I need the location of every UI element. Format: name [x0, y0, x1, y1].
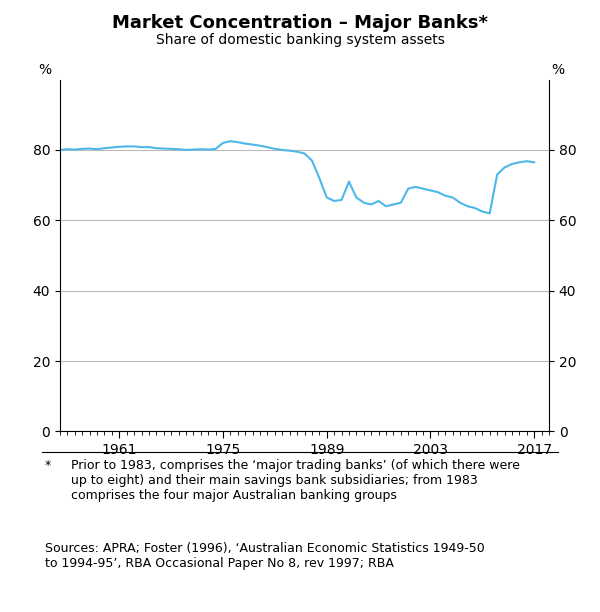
Text: Prior to 1983, comprises the ‘major trading banks’ (of which there were
up to ei: Prior to 1983, comprises the ‘major trad… — [71, 459, 520, 502]
Text: Market Concentration – Major Banks*: Market Concentration – Major Banks* — [112, 14, 488, 32]
Text: %: % — [551, 63, 565, 77]
Text: *: * — [45, 459, 51, 472]
Text: Share of domestic banking system assets: Share of domestic banking system assets — [155, 33, 445, 47]
Text: %: % — [38, 63, 52, 77]
Text: Sources: APRA; Foster (1996), ‘Australian Economic Statistics 1949-50
to 1994-95: Sources: APRA; Foster (1996), ‘Australia… — [45, 542, 485, 570]
